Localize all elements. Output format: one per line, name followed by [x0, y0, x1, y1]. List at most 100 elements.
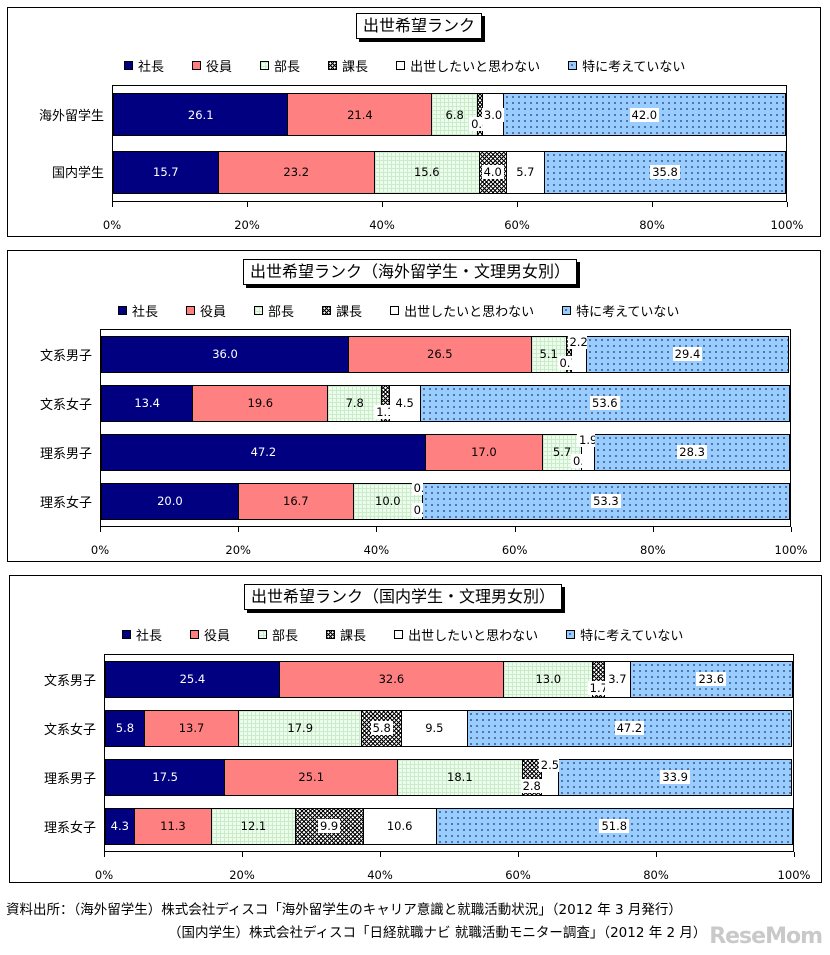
bar-segment: 5.8 [362, 710, 403, 747]
data-label: 35.8 [650, 165, 680, 180]
tick-mark [382, 202, 383, 207]
bar-segment: 26.1 [113, 93, 289, 137]
data-label: 21.4 [347, 107, 373, 122]
legend: 社長 役員 部長 課長 出世したいと思わない 特に考えていない [122, 625, 683, 644]
bar-segment: 23.2 [218, 150, 375, 194]
legend-item: 特に考えていない [562, 301, 679, 320]
legend-label: 出世したいと思わない [410, 60, 541, 75]
bar-row: 17.5 25.1 18.1 2.8 2.5 33.9 [105, 758, 793, 796]
chart-title: 出世希望ランク [356, 13, 483, 39]
legend-swatch-icon [328, 61, 338, 70]
data-label: 26.1 [187, 107, 214, 122]
legend-swatch-icon [192, 61, 202, 70]
tick-mark [791, 527, 792, 532]
data-label: 29.4 [672, 347, 703, 362]
bar-segment: 2.5 [538, 758, 562, 796]
data-label: 11.3 [160, 819, 186, 834]
legend-item: 部長 [260, 56, 300, 75]
data-label: 23.2 [283, 165, 310, 180]
legend-label: 特に考えていない [576, 305, 680, 320]
legend-swatch-icon [562, 306, 572, 315]
bar-row: 4.3 11.3 12.1 9.9 10.6 51.8 [105, 808, 793, 845]
bar-segment: 5.7 [506, 150, 546, 194]
bar-segment: 32.6 [279, 661, 505, 698]
legend-swatch-icon [322, 306, 332, 315]
bar-row: 26.1 21.4 6.8 0.8 3.0 42.0 [113, 93, 786, 137]
data-label: 5.8 [370, 721, 393, 736]
category-label: 文系男子 [39, 348, 92, 364]
tick-label: 100% [774, 543, 808, 557]
tick-label: 60% [504, 218, 530, 232]
data-label: 25.4 [179, 672, 206, 687]
legend-item: 社長 [118, 301, 158, 320]
bar-segment: 5.8 [105, 710, 145, 747]
tick-mark [787, 202, 788, 207]
source-line-2: （国内学生）株式会社ディスコ「日経就職ナビ 就職活動モニター調査」（2012 年… [168, 925, 707, 941]
data-label: 5.8 [115, 721, 135, 736]
data-label: 4.5 [393, 396, 416, 411]
tick-label: 80% [639, 218, 665, 232]
tick-mark [517, 202, 518, 207]
tick-label: 20% [225, 543, 251, 557]
legend-label: 部長 [274, 60, 301, 75]
legend-item: 出世したいと思わない [396, 56, 540, 75]
data-label: 10.6 [384, 819, 415, 834]
bar-segment: 20.0 [101, 483, 239, 520]
bar-row: 5.8 13.7 17.9 5.8 9.5 47.2 [105, 710, 793, 747]
data-label: 6.8 [445, 107, 464, 122]
tick-label: 0% [94, 868, 114, 882]
data-label: 4.3 [110, 819, 129, 834]
bar-segment: 53.6 [420, 385, 790, 422]
bar-segment: 4.0 [479, 150, 507, 194]
tick-label: 60% [501, 543, 528, 557]
data-label: 15.6 [413, 165, 440, 180]
legend-label: 課長 [336, 305, 363, 320]
data-label: 9.5 [423, 721, 446, 736]
data-label: 4.0 [481, 165, 504, 180]
plot-area: 25.4 32.6 13.0 1.7 3.7 23.6 5.8 13.7 17.9 5.8 9.5 4… [104, 654, 794, 852]
legend-swatch-icon [394, 630, 404, 639]
tick-label: 100% [770, 218, 804, 232]
tick-mark [514, 527, 516, 532]
bar-segment: 51.8 [436, 808, 793, 845]
bar-segment: 5.1 [531, 336, 567, 373]
legend: 社長 役員 部長 課長 出世したいと思わない 特に考えていない [124, 56, 685, 75]
tick-mark [238, 527, 240, 532]
data-label: 53.6 [590, 396, 620, 411]
legend-item: 役員 [190, 625, 230, 644]
tick-mark [247, 202, 248, 207]
bar-row: 25.4 32.6 13.0 1.7 3.7 23.6 [105, 661, 793, 698]
legend-swatch-icon [186, 306, 196, 315]
tick-mark [100, 527, 101, 532]
bar-segment: 9.9 [295, 808, 364, 845]
tick-mark [518, 852, 519, 857]
bar-segment: 3.7 [605, 661, 631, 698]
watermark-logo: ReseMom [709, 924, 823, 949]
legend-item: 出世したいと思わない [394, 625, 538, 644]
legend-swatch-icon [118, 306, 127, 315]
bar-segment: 11.3 [134, 808, 213, 845]
tick-label: 80% [643, 868, 669, 882]
bar-segment: 4.3 [105, 808, 135, 845]
bar-segment: 1.7 [587, 661, 610, 698]
tick-mark [656, 852, 657, 857]
legend-label: 出世したいと思わない [404, 305, 535, 320]
legend-swatch-icon [190, 630, 200, 639]
bar-segment: 13.7 [144, 710, 240, 747]
legend-label: 特に考えていない [582, 60, 686, 75]
data-label: 1.9 [577, 433, 600, 448]
category-label: 海外留学生 [38, 108, 104, 124]
tick-label: 40% [363, 543, 390, 557]
data-label: 2.8 [520, 779, 543, 794]
tick-label: 0% [102, 218, 122, 232]
bar-segment: 7.8 [328, 385, 383, 422]
bar-row: 36.0 26.5 5.1 0.7 2.2 29.4 [101, 335, 790, 373]
category-label: 理系女子 [39, 495, 92, 511]
tick-mark [652, 202, 653, 207]
data-label: 19.6 [247, 396, 274, 411]
data-label: 25.1 [298, 770, 325, 785]
data-label: 17.0 [471, 445, 497, 460]
data-label: 16.7 [283, 494, 309, 509]
bar-segment: 9.5 [402, 710, 468, 747]
bar-segment: 13.4 [101, 385, 194, 422]
